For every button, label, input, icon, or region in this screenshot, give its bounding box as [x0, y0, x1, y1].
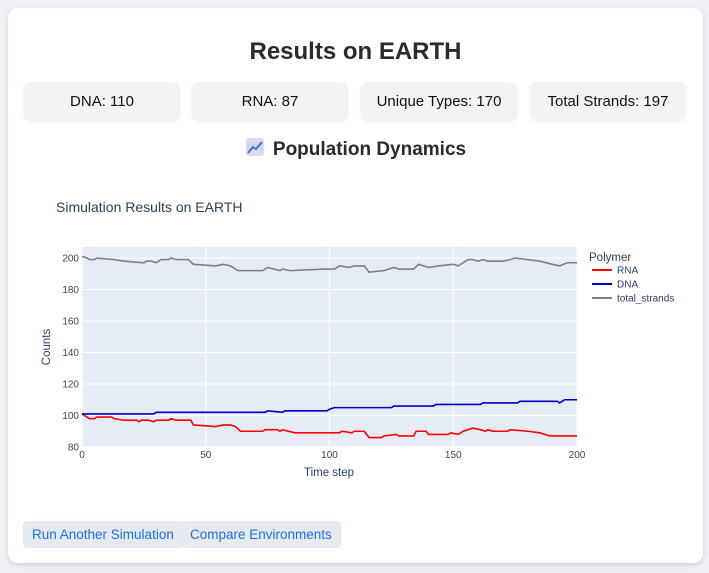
y-axis-label: Counts — [41, 329, 53, 366]
y-tick-label: 80 — [68, 443, 80, 454]
series-line-DNA — [82, 398, 577, 415]
x-tick-label: 200 — [569, 450, 586, 461]
y-tick-label: 140 — [62, 348, 79, 359]
x-axis-label: Time step — [304, 467, 354, 479]
chart-increasing-icon — [245, 137, 265, 163]
section-title: Population Dynamics — [272, 139, 467, 160]
x-tick-label: 100 — [321, 450, 338, 461]
legend-item[interactable]: RNA — [617, 266, 638, 277]
y-tick-label: 200 — [62, 254, 79, 265]
x-tick-label: 0 — [79, 450, 85, 461]
stat-unique-types: Unique Types: 170 — [361, 82, 517, 120]
page-title: Results on EARTH — [249, 38, 462, 65]
y-tick-label: 100 — [62, 411, 79, 422]
y-tick-label: 180 — [62, 285, 79, 296]
x-tick-label: 150 — [445, 450, 462, 461]
stat-dna: DNA: 110 — [24, 82, 180, 120]
stat-total-strands: Total Strands: 197 — [530, 82, 686, 120]
series-line-RNA — [81, 413, 577, 439]
section-heading: Population Dynamics — [8, 137, 703, 163]
legend-item[interactable]: DNA — [617, 280, 638, 291]
series-line-total_strands — [81, 255, 577, 274]
run-another-simulation-button[interactable]: Run Another Simulation — [23, 521, 183, 548]
legend-item[interactable]: total_strands — [617, 294, 674, 305]
x-tick-label: 50 — [200, 450, 212, 461]
y-tick-label: 120 — [62, 380, 79, 391]
compare-environments-button[interactable]: Compare Environments — [181, 521, 341, 548]
chart-title: Simulation Results on EARTH — [56, 199, 243, 215]
y-tick-label: 160 — [62, 317, 79, 328]
legend-title: Polymer — [589, 252, 631, 264]
stat-rna: RNA: 87 — [192, 82, 348, 120]
